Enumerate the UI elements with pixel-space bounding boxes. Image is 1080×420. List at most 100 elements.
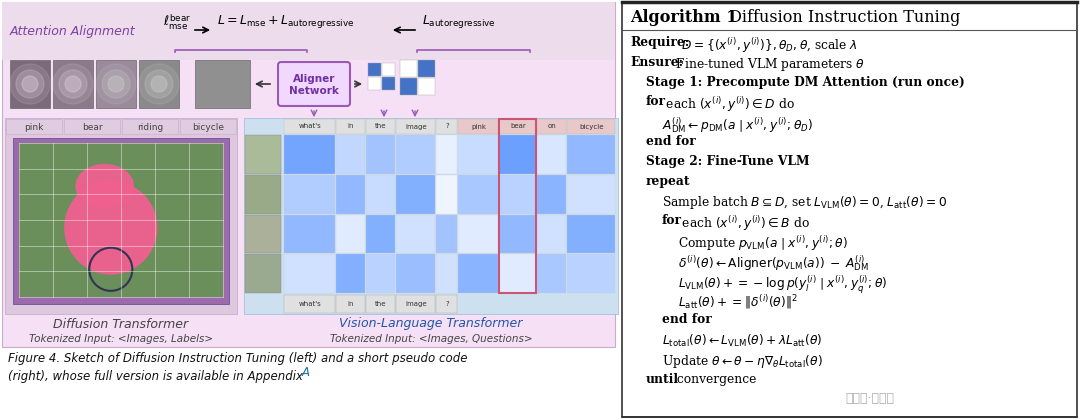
Text: A: A: [302, 366, 310, 379]
Text: Ensure:: Ensure:: [630, 56, 684, 69]
Bar: [336, 295, 365, 313]
Bar: [284, 215, 335, 253]
Bar: [21, 146, 221, 296]
Text: Algorithm 1: Algorithm 1: [630, 10, 738, 26]
Text: each $(x^{(i)}, y^{(i)}) \in B$ do: each $(x^{(i)}, y^{(i)}) \in B$ do: [678, 214, 810, 233]
Bar: [245, 254, 281, 293]
Bar: [499, 135, 536, 174]
Bar: [122, 119, 178, 134]
Bar: [458, 215, 498, 253]
Bar: [458, 119, 498, 134]
Text: each $(x^{(i)}, y^{(i)}) \in D$ do: each $(x^{(i)}, y^{(i)}) \in D$ do: [662, 95, 795, 114]
Bar: [436, 254, 457, 293]
Bar: [567, 135, 615, 174]
Bar: [284, 254, 335, 293]
Text: $A_{\mathrm{DM}}^{(i)} \leftarrow p_{\mathrm{DM}}(a \mid x^{(i)}, y^{(i)}; \thet: $A_{\mathrm{DM}}^{(i)} \leftarrow p_{\ma…: [662, 115, 813, 135]
Bar: [537, 135, 566, 174]
Bar: [336, 254, 365, 293]
Bar: [2, 2, 615, 347]
Text: Diffusion Instruction Tuning: Diffusion Instruction Tuning: [724, 10, 960, 26]
Text: in: in: [348, 123, 354, 129]
Bar: [537, 215, 566, 253]
Circle shape: [59, 70, 87, 98]
Bar: [64, 119, 120, 134]
Bar: [567, 254, 615, 293]
Bar: [499, 119, 536, 134]
Text: 公众号·量子位: 公众号·量子位: [846, 392, 894, 405]
Bar: [499, 254, 536, 293]
Text: bear: bear: [82, 123, 103, 131]
Circle shape: [145, 70, 173, 98]
Bar: [336, 215, 365, 253]
Text: image: image: [405, 301, 427, 307]
Bar: [366, 215, 394, 253]
Bar: [418, 78, 435, 95]
Text: Compute $p_{\mathrm{VLM}}(a \mid x^{(i)}, y^{(i)}; \theta)$: Compute $p_{\mathrm{VLM}}(a \mid x^{(i)}…: [678, 234, 848, 253]
Text: the: the: [375, 123, 387, 129]
Text: $L_{\mathrm{total}}(\theta) \leftarrow L_{\mathrm{VLM}}(\theta) + \lambda L_{\ma: $L_{\mathrm{total}}(\theta) \leftarrow L…: [662, 333, 823, 349]
Bar: [284, 175, 335, 213]
Text: bicycle: bicycle: [192, 123, 224, 131]
Bar: [25, 150, 217, 292]
Bar: [622, 2, 1077, 417]
Bar: [395, 295, 435, 313]
Bar: [395, 135, 435, 174]
Bar: [2, 2, 615, 60]
Text: end for: end for: [646, 135, 696, 148]
Text: Sample batch $B \subseteq D$, set $L_{\mathrm{VLM}}(\theta) = 0$, $L_{\mathrm{at: Sample batch $B \subseteq D$, set $L_{\m…: [662, 194, 947, 211]
Circle shape: [65, 76, 81, 92]
Bar: [195, 60, 249, 108]
Text: bear: bear: [510, 123, 526, 129]
Bar: [366, 135, 394, 174]
Bar: [245, 135, 281, 174]
Bar: [395, 254, 435, 293]
Text: $L_{\mathrm{VLM}}(\theta)+=- \log p(y_l^{(i)} \mid x^{(i)}, y_q^{(i)};\theta)$: $L_{\mathrm{VLM}}(\theta)+=- \log p(y_l^…: [678, 273, 887, 296]
Bar: [567, 175, 615, 213]
Bar: [284, 119, 335, 134]
Text: riding: riding: [137, 123, 163, 131]
Text: $\ell^{\mathrm{bear}}_{\mathrm{mse}}$: $\ell^{\mathrm{bear}}_{\mathrm{mse}}$: [163, 12, 191, 32]
Bar: [458, 254, 498, 293]
Bar: [366, 295, 394, 313]
Bar: [436, 175, 457, 213]
Bar: [567, 215, 615, 253]
Bar: [336, 135, 365, 174]
Bar: [366, 119, 394, 134]
Bar: [13, 138, 229, 304]
Bar: [53, 60, 93, 108]
Bar: [400, 60, 417, 77]
Bar: [245, 175, 281, 213]
Bar: [284, 135, 335, 174]
Text: Attention Alignment: Attention Alignment: [10, 26, 136, 39]
Bar: [499, 119, 536, 293]
Bar: [499, 215, 536, 253]
Bar: [458, 175, 498, 213]
Text: for: for: [646, 95, 666, 108]
Text: Require:: Require:: [630, 36, 689, 49]
Bar: [537, 119, 566, 134]
Text: ?: ?: [445, 123, 449, 129]
Bar: [244, 118, 618, 314]
Text: Vision-Language Transformer: Vision-Language Transformer: [339, 318, 523, 331]
Text: pink: pink: [25, 123, 43, 131]
Text: Stage 1: Precompute DM Attention (run once): Stage 1: Precompute DM Attention (run on…: [646, 76, 964, 89]
Bar: [19, 143, 222, 297]
Bar: [6, 119, 62, 134]
Text: end for: end for: [662, 313, 712, 326]
Circle shape: [108, 76, 124, 92]
Bar: [436, 215, 457, 253]
Bar: [139, 60, 179, 108]
Text: $\delta^{(i)}(\theta) \leftarrow \mathrm{Aligner}(p_{\mathrm{VLM}}(a))\;-\;A_{\m: $\delta^{(i)}(\theta) \leftarrow \mathrm…: [678, 254, 869, 273]
Text: $L_{\mathrm{autoregressive}}$: $L_{\mathrm{autoregressive}}$: [422, 13, 496, 31]
Bar: [537, 175, 566, 213]
Bar: [180, 119, 237, 134]
Bar: [368, 77, 381, 90]
Bar: [395, 215, 435, 253]
Bar: [366, 254, 394, 293]
Bar: [436, 119, 457, 134]
Bar: [567, 119, 615, 134]
Bar: [436, 295, 457, 313]
Circle shape: [53, 64, 93, 104]
Bar: [382, 77, 395, 90]
Text: until: until: [646, 373, 679, 386]
